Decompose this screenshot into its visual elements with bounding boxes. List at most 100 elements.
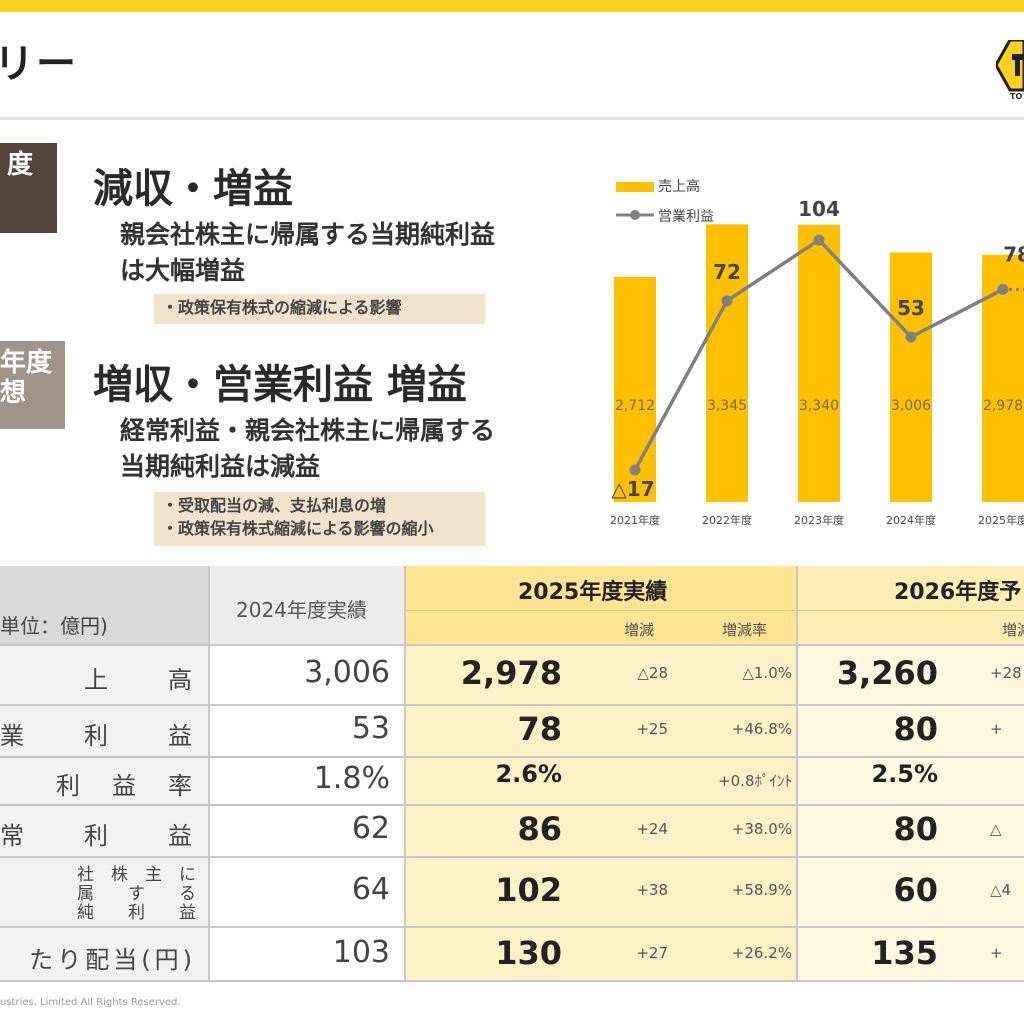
results-table: 単位：億円) 2024年度実績 2025年度実績 増減 増減率 2026年度予 … bbox=[0, 566, 1024, 982]
col-header-2024-label: 2024年度実績 bbox=[236, 598, 367, 622]
page-title: リー bbox=[0, 41, 78, 87]
change-2026: +28 bbox=[990, 664, 1022, 682]
change-2025: +27 bbox=[636, 944, 668, 962]
row-label-cell bbox=[0, 804, 208, 856]
row-divider bbox=[0, 804, 1024, 806]
row-label: 属 す る bbox=[77, 884, 196, 904]
cell-2025-bg bbox=[406, 704, 796, 756]
rate-2025: +26.2% bbox=[731, 944, 792, 962]
profit-point bbox=[905, 331, 917, 343]
legend-label-sales: 売上高 bbox=[658, 178, 700, 195]
change-2025: +38 bbox=[636, 881, 668, 899]
change-2025: +25 bbox=[636, 720, 668, 738]
headline-2026: 増収・営業利益 増益 bbox=[93, 362, 467, 408]
row-label: 純 利 益 bbox=[77, 903, 196, 923]
rate-2025: +38.0% bbox=[731, 820, 792, 838]
change-2026: + bbox=[990, 944, 1003, 962]
bar-value-label: 2,978 bbox=[983, 398, 1023, 414]
profit-point bbox=[997, 283, 1009, 295]
profit-value-label: 53 bbox=[897, 296, 925, 320]
value-2025: 2,978 bbox=[460, 654, 562, 692]
value-2025: 78 bbox=[517, 710, 562, 748]
row-label: 常 利 益 bbox=[0, 822, 196, 850]
cell-2026-bg bbox=[798, 804, 1024, 856]
fy2026-tag-line2: 想 bbox=[0, 377, 27, 408]
row-label-cell bbox=[0, 926, 208, 982]
value-2025: 86 bbox=[517, 810, 562, 848]
col-divider bbox=[208, 566, 210, 982]
change-2025: +24 bbox=[636, 820, 668, 838]
col-header-2024: 2024年度実績 bbox=[210, 566, 406, 644]
row-divider bbox=[0, 980, 1024, 982]
profit-value-label: 104 bbox=[798, 197, 840, 221]
legend-marker-profit bbox=[630, 210, 640, 220]
x-tick-label: 2025年度 bbox=[978, 513, 1024, 527]
bar-value-label: 3,345 bbox=[707, 398, 747, 414]
cell-2024-bg bbox=[210, 804, 404, 856]
value-2026: 2.5% bbox=[871, 760, 938, 788]
bar-sales bbox=[614, 276, 656, 502]
row-label: 業 利 益 bbox=[0, 722, 196, 750]
col-subheader-change: 増減 bbox=[624, 621, 655, 639]
note-2026-line2: ・政策保有株式縮減による影響の縮小 bbox=[162, 519, 434, 539]
logo-text: TO bbox=[1010, 92, 1023, 101]
col-subheader-rate: 増減率 bbox=[722, 621, 768, 639]
bar-sales bbox=[798, 224, 840, 502]
bar-sales bbox=[890, 252, 932, 502]
value-2025: 2.6% bbox=[495, 760, 562, 788]
row-label-cell bbox=[0, 756, 208, 804]
change-2026: + bbox=[990, 720, 1003, 738]
subtext-2025: 親会社株主に帰属する当期純利益 は大幅増益 bbox=[120, 217, 495, 290]
x-tick-label: 2022年度 bbox=[702, 513, 752, 527]
note-2026: ・受取配当の減、支払利息の増 ・政策保有株式縮減による影響の縮小 bbox=[154, 492, 485, 546]
col-header-2026-label: 2026年度予 bbox=[894, 580, 1022, 605]
cell-2025-bg bbox=[406, 856, 796, 926]
col-header-2025: 2025年度実績 増減 増減率 bbox=[406, 566, 798, 644]
bar-value-label: 2,712 bbox=[615, 398, 655, 414]
value-2024: 53 bbox=[351, 711, 390, 746]
value-2024: 64 bbox=[351, 872, 390, 907]
row-divider bbox=[0, 926, 1024, 928]
change-2025: △28 bbox=[637, 664, 668, 682]
col-header-2026: 2026年度予 増減 bbox=[798, 566, 1024, 644]
cell-2026-bg bbox=[798, 704, 1024, 756]
cell-2026-bg bbox=[798, 644, 1024, 704]
row-label-cell bbox=[0, 856, 208, 926]
value-2026: 135 bbox=[871, 934, 938, 972]
col-divider bbox=[796, 566, 798, 982]
profit-value-label: △17 bbox=[611, 477, 654, 501]
x-tick-label: 2024年度 bbox=[886, 513, 936, 527]
row-label: たり配当(円) bbox=[29, 946, 196, 974]
note-2026-line1: ・受取配当の減、支払利息の増 bbox=[162, 496, 387, 515]
rate-2025: +0.8ﾎﾟｲﾝﾄ bbox=[718, 772, 792, 790]
x-tick-label: 2021年度 bbox=[610, 513, 660, 527]
row-label: 社 株 主 に bbox=[77, 865, 196, 885]
table-header-label-cell: 単位：億円) bbox=[0, 566, 210, 644]
bar-value-label: 3,006 bbox=[891, 398, 931, 414]
col-header-2025-label: 2025年度実績 bbox=[518, 580, 668, 605]
bar-value-label: 3,340 bbox=[799, 398, 839, 414]
row-label: 利 益 率 bbox=[56, 772, 196, 800]
value-2026: 60 bbox=[893, 871, 938, 909]
cell-2026-bg bbox=[798, 926, 1024, 982]
value-2026: 80 bbox=[893, 810, 938, 848]
profit-value-label: 78 bbox=[1003, 242, 1024, 266]
unit-label: 単位：億円) bbox=[0, 614, 108, 638]
profit-point bbox=[813, 234, 825, 246]
top-accent-bar bbox=[0, 0, 1024, 12]
copyright-footer: ustries, Limited All Rights Reserved. bbox=[0, 997, 181, 1008]
profit-point bbox=[629, 464, 641, 476]
note-2025: ・政策保有株式の縮減による影響 bbox=[154, 294, 485, 324]
bar-sales bbox=[706, 224, 748, 503]
value-2024: 62 bbox=[351, 811, 390, 846]
cell-2024-bg bbox=[210, 644, 404, 704]
company-logo-icon bbox=[996, 40, 1024, 92]
x-tick-label: 2023年度 bbox=[794, 513, 844, 527]
cell-2026-bg bbox=[798, 856, 1024, 926]
subtext-2026-line2: 当期純利益は減益 bbox=[120, 452, 321, 482]
value-2026: 80 bbox=[893, 710, 938, 748]
change-2026: △4 bbox=[990, 881, 1012, 899]
cell-2025-bg bbox=[406, 926, 796, 982]
header-subdivider bbox=[406, 610, 1024, 611]
